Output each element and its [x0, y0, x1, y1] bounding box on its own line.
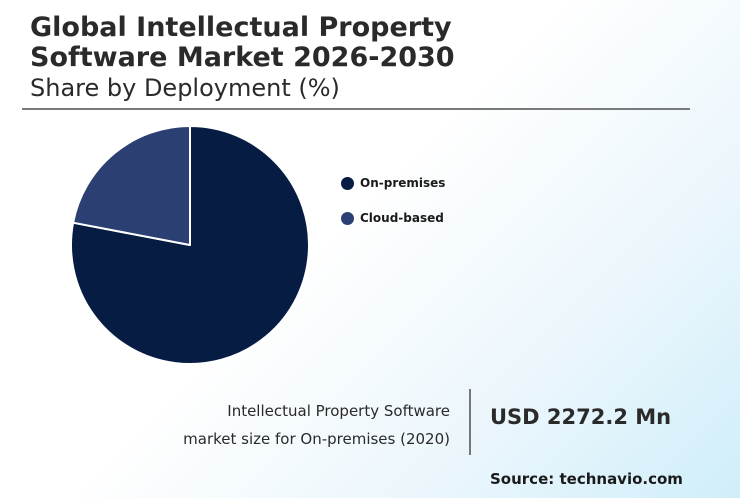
chart-legend: On-premises Cloud-based: [341, 174, 445, 244]
legend-label-on-premises: On-premises: [360, 176, 446, 190]
pie-chart: [70, 125, 310, 365]
chart-title-line-2: Software Market 2026-2030: [30, 42, 455, 73]
source-credit: Source: technavio.com: [490, 470, 683, 488]
legend-swatch-on-premises: [341, 176, 354, 190]
stat-divider: [469, 389, 471, 455]
market-size-label: Intellectual Property Software market si…: [183, 397, 450, 453]
market-size-label-line-2: market size for On-premises (2020): [183, 430, 450, 448]
chart-title: Global Intellectual Property Software Ma…: [30, 13, 455, 73]
legend-item-on-premises: On-premises: [341, 174, 445, 192]
market-size-value: USD 2272.2 Mn: [490, 405, 672, 429]
legend-item-cloud-based: Cloud-based: [341, 209, 445, 227]
market-size-label-line-1: Intellectual Property Software: [227, 402, 450, 420]
legend-label-cloud-based: Cloud-based: [360, 211, 444, 225]
chart-subtitle: Share by Deployment (%): [30, 74, 340, 102]
header-divider: [22, 108, 690, 110]
chart-title-line-1: Global Intellectual Property: [30, 12, 452, 43]
pie-slice-cloud-based: [72, 125, 191, 246]
legend-swatch-cloud-based: [341, 211, 354, 225]
